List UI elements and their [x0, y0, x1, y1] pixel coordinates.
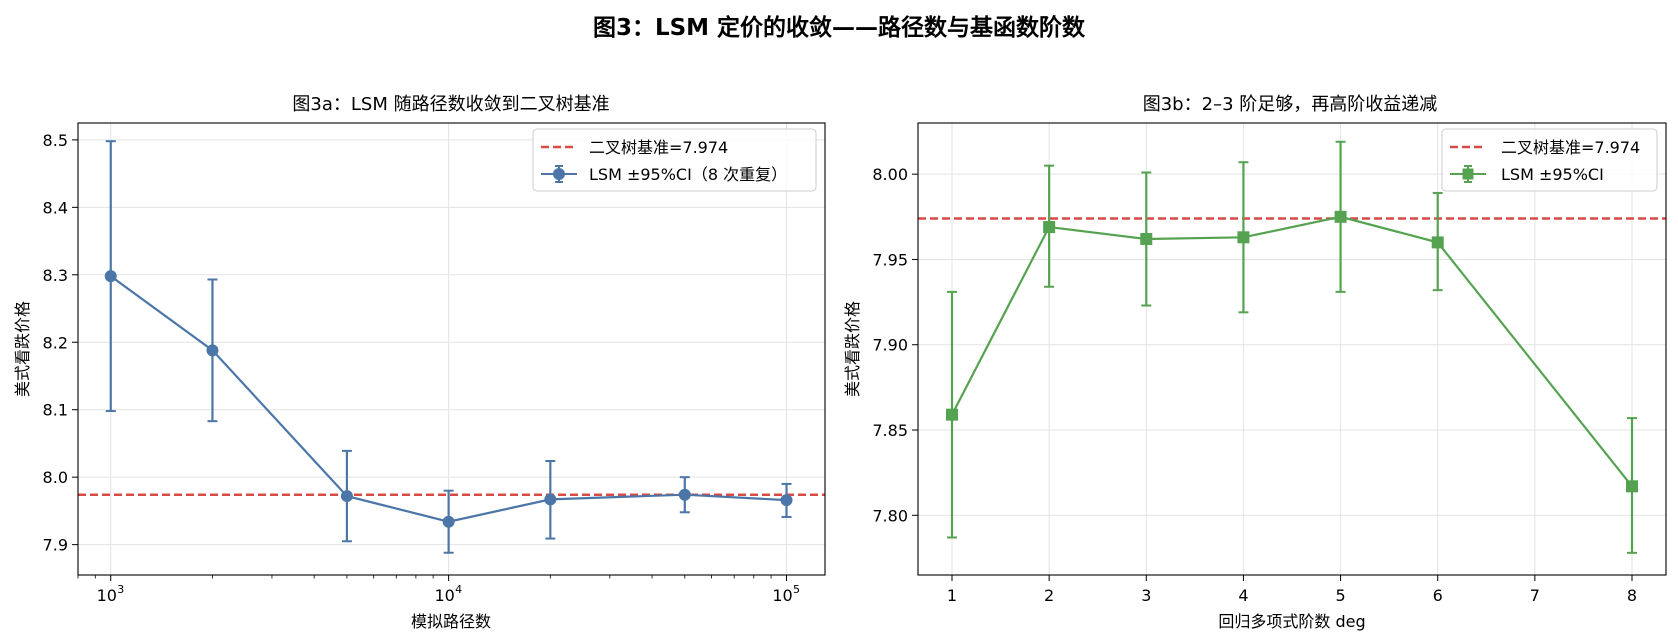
chart-3a-ytick-label: 8.0: [43, 468, 68, 487]
chart-3b-point: [1626, 480, 1638, 493]
chart-3a-ytick-label: 8.1: [43, 401, 68, 420]
chart-3b-xtick-label: 1: [947, 586, 957, 605]
chart-3b-xtick-label: 2: [1044, 586, 1054, 605]
chart-3a-legend-series-label: LSM ±95%CI（8 次重复）: [589, 165, 787, 184]
chart-3b-xtick-label: 3: [1141, 586, 1151, 605]
chart-3b-legend-box: [1441, 128, 1658, 192]
chart-3b-ytick-label: 8.00: [872, 165, 908, 184]
chart-3b-legend: 二叉树基准=7.974 LSM ±95%CI: [1441, 128, 1658, 192]
chart-3a-point: [442, 515, 455, 528]
chart-3b-title: 图3b：2–3 阶足够，再高阶收益递减: [1143, 94, 1438, 115]
chart-3b-ytick-label: 7.90: [872, 336, 908, 355]
chart-3b-point: [1431, 236, 1444, 249]
chart-3b-frame: [917, 122, 1667, 576]
chart-3a-legend-baseline-label: 二叉树基准=7.974: [589, 138, 728, 157]
chart-3b-ytick-label: 7.95: [872, 250, 908, 269]
chart-3b-yticks: 7.80 7.85 7.90 7.95 8.00: [872, 165, 918, 525]
chart-3a-ytick-label: 8.5: [43, 131, 68, 150]
chart-3a-xtick-label: 10: [772, 586, 792, 605]
chart-3b-xtick-label: 8: [1627, 586, 1637, 605]
chart-3b-legend-series-swatch: [1450, 165, 1486, 183]
chart-3a-legend-series-swatch: [541, 165, 577, 183]
chart-3b-xticks: 1 2 3 4 5 6 7 8: [947, 575, 1637, 605]
chart-3a: 图3a：LSM 随路径数收敛到二叉树基准 10 3 10 4 10 5 7.98.08.1…: [13, 94, 826, 631]
chart-3a-legend-box: [532, 128, 817, 192]
chart-3a-ytick-label: 8.4: [43, 198, 68, 217]
chart-3b-xlabel: 回归多项式阶数 deg: [1218, 612, 1365, 631]
chart-3a-xtick-label: 10: [97, 586, 117, 605]
chart-3a-frame: [77, 122, 826, 576]
chart-3b-xtick-label: 5: [1335, 586, 1345, 605]
chart-3b-point: [1334, 210, 1347, 223]
chart-3b-ytick-label: 7.85: [872, 421, 908, 440]
chart-3a-ytick-label: 7.9: [43, 536, 68, 555]
chart-3a-point: [678, 488, 691, 501]
chart-3b: 图3b：2–3 阶足够，再高阶收益递减 1 2 3 4 5 6 7 8 7.80 7.85 7.9…: [843, 94, 1667, 631]
chart-3a-xtick-exponent: 5: [793, 583, 800, 596]
chart-3b-point: [946, 408, 958, 421]
chart-3a-xtick-exponent: 4: [455, 583, 462, 596]
chart-3a-point: [206, 344, 219, 357]
chart-3a-xtick-exponent: 3: [117, 583, 124, 596]
chart-3b-plot: [946, 140, 1638, 554]
chart-3b-point: [1140, 232, 1153, 245]
chart-3b-point: [1237, 231, 1250, 244]
chart-3a-point: [544, 493, 557, 506]
chart-3b-point: [1043, 221, 1056, 234]
chart-3b-ylabel: 美式看跌价格: [843, 301, 862, 397]
chart-3b-ytick-label: 7.80: [872, 506, 908, 525]
chart-3b-series-line: [951, 215, 1633, 487]
chart-3a-yticks: 7.9 8.0 8.1 8.2 8.3 8.4 8.5: [43, 131, 78, 555]
chart-3a-point: [104, 270, 117, 283]
chart-3a-ytick-label: 8.2: [43, 333, 68, 352]
chart-3b-xtick-label: 4: [1238, 586, 1248, 605]
chart-3a-xtick-label: 10: [434, 586, 454, 605]
chart-3b-legend-series-label: LSM ±95%CI: [1501, 165, 1604, 184]
chart-3a-title: 图3a：LSM 随路径数收敛到二叉树基准: [292, 94, 609, 115]
chart-3a-point: [780, 494, 793, 507]
chart-3a-ytick-label: 8.3: [43, 266, 68, 285]
chart-3a-xticks: 10 3 10 4 10 5: [77, 575, 800, 605]
chart-3b-xtick-label: 7: [1530, 586, 1540, 605]
chart-3a-legend: 二叉树基准=7.974 LSM ±95%CI（8 次重复）: [532, 128, 817, 192]
chart-3a-ylabel: 美式看跌价格: [13, 301, 32, 397]
chart-3a-point: [340, 490, 353, 503]
chart-3a-xlabel: 模拟路径数: [411, 612, 491, 631]
figure-suptitle: 图3：LSM 定价的收敛——路径数与基函数阶数: [593, 14, 1086, 41]
chart-3a-plot: [104, 140, 793, 554]
chart-3b-legend-baseline-label: 二叉树基准=7.974: [1501, 138, 1640, 157]
chart-3b-xtick-label: 6: [1433, 586, 1443, 605]
